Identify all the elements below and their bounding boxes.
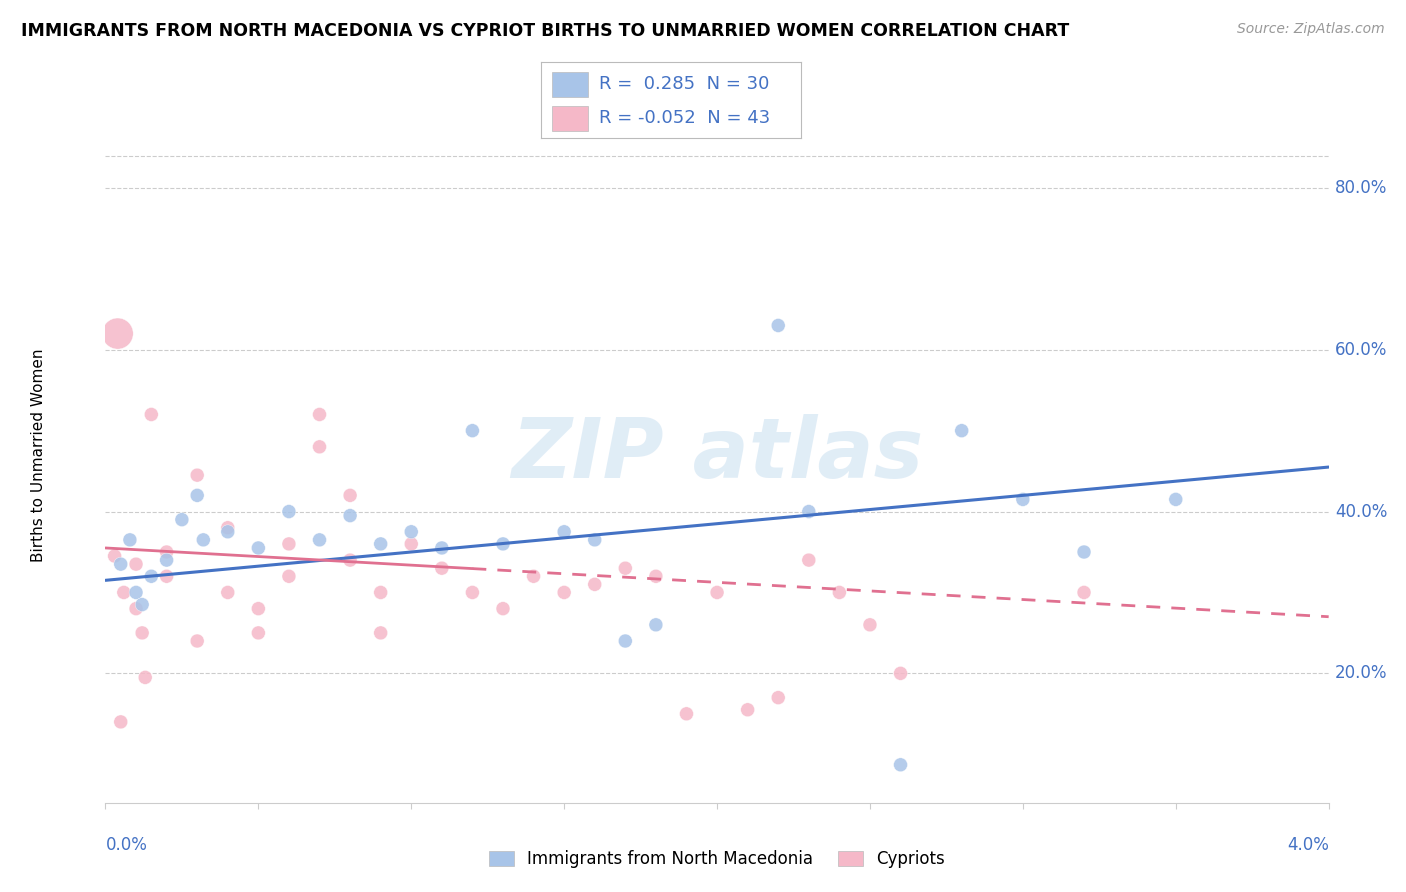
Point (308, 440, 330, 454)
FancyBboxPatch shape (551, 71, 588, 96)
Point (278, 537, 301, 551)
Point (399, 537, 422, 551)
Point (461, 585, 484, 599)
Point (247, 541, 270, 555)
Point (247, 601, 270, 615)
Point (614, 561, 637, 575)
Point (104, 549, 127, 563)
Text: ZIP atlas: ZIP atlas (510, 415, 924, 495)
Point (370, 585, 392, 599)
Point (278, 569, 301, 583)
Point (768, 318, 790, 333)
Text: R = -0.052  N = 43: R = -0.052 N = 43 (599, 109, 769, 127)
Point (768, 690, 790, 705)
Point (1164, 492, 1187, 507)
Text: 80.0%: 80.0% (1334, 179, 1388, 197)
Point (131, 626, 153, 640)
Text: Births to Unmarried Women: Births to Unmarried Women (31, 348, 45, 562)
Point (370, 626, 392, 640)
Point (339, 488, 361, 502)
Legend: Immigrants from North Macedonia, Cypriots: Immigrants from North Macedonia, Cypriot… (482, 843, 952, 874)
Point (217, 585, 239, 599)
Point (134, 670, 156, 684)
Point (889, 757, 911, 772)
Point (193, 533, 215, 547)
Point (644, 617, 666, 632)
Point (125, 557, 148, 571)
Point (308, 533, 330, 547)
Point (339, 553, 361, 567)
Point (155, 553, 177, 567)
Point (492, 601, 515, 615)
Point (614, 634, 637, 648)
Point (828, 585, 851, 599)
Point (1073, 585, 1095, 599)
Point (1073, 545, 1095, 559)
Point (583, 577, 606, 591)
Point (339, 508, 361, 523)
Point (170, 513, 193, 527)
Point (553, 524, 575, 539)
Point (107, 326, 129, 341)
Point (141, 408, 163, 422)
Point (186, 634, 208, 648)
Point (186, 468, 208, 483)
Point (461, 424, 484, 438)
Point (644, 569, 666, 583)
Text: 4.0%: 4.0% (1286, 836, 1329, 855)
Point (131, 598, 153, 612)
Text: 60.0%: 60.0% (1334, 341, 1388, 359)
Text: 20.0%: 20.0% (1334, 665, 1388, 682)
Point (217, 521, 239, 535)
Point (859, 617, 882, 632)
Point (110, 557, 132, 571)
Point (706, 585, 728, 599)
Point (125, 585, 148, 599)
Point (308, 408, 330, 422)
Point (217, 524, 239, 539)
Point (430, 541, 453, 555)
Point (118, 533, 141, 547)
Point (186, 488, 208, 502)
Point (950, 424, 973, 438)
Point (889, 666, 911, 681)
Text: R =  0.285  N = 30: R = 0.285 N = 30 (599, 75, 769, 93)
Text: IMMIGRANTS FROM NORTH MACEDONIA VS CYPRIOT BIRTHS TO UNMARRIED WOMEN CORRELATION: IMMIGRANTS FROM NORTH MACEDONIA VS CYPRI… (21, 22, 1070, 40)
Point (797, 504, 820, 518)
Point (155, 545, 177, 559)
Point (797, 553, 820, 567)
Point (430, 561, 453, 575)
Point (583, 533, 606, 547)
Point (112, 585, 135, 599)
FancyBboxPatch shape (551, 105, 588, 130)
Point (247, 626, 270, 640)
Point (553, 585, 575, 599)
Point (399, 524, 422, 539)
Point (125, 601, 148, 615)
Point (492, 537, 515, 551)
Text: 40.0%: 40.0% (1334, 502, 1388, 521)
Point (155, 569, 177, 583)
Point (278, 504, 301, 518)
Text: 0.0%: 0.0% (105, 836, 148, 855)
Point (1011, 492, 1033, 507)
Point (523, 569, 546, 583)
Point (737, 703, 759, 717)
Point (370, 537, 392, 551)
Point (675, 706, 697, 721)
Text: Source: ZipAtlas.com: Source: ZipAtlas.com (1237, 22, 1385, 37)
Point (110, 714, 132, 729)
Point (141, 569, 163, 583)
